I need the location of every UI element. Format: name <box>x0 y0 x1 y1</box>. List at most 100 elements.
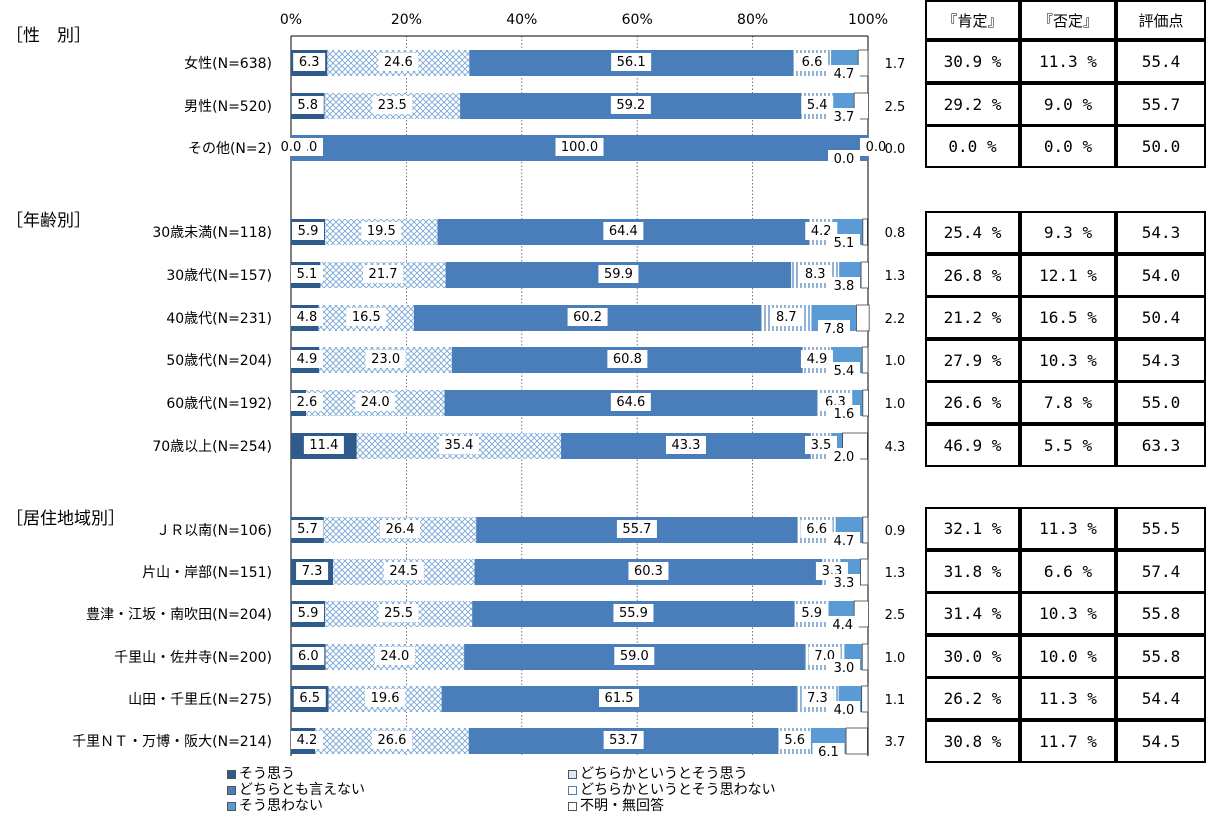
bar-segment <box>845 727 868 755</box>
section-header: ［年齢別］ <box>6 211 91 231</box>
data-label: 24.6 <box>384 55 413 70</box>
row-label: 40歳代(N=231) <box>166 311 272 327</box>
data-label-bg <box>438 436 479 454</box>
row-label: 千里ＮＴ・万博・阪大(N=214) <box>72 733 272 750</box>
kotei-cell: 26.6 % <box>925 381 1020 424</box>
row-label: 千里山・佐井寺(N=200) <box>114 650 272 666</box>
score-cell: 55.8 <box>1116 592 1206 635</box>
data-label-bg <box>628 562 669 580</box>
data-label: 6.0 <box>298 649 319 664</box>
data-label-bg <box>567 308 608 326</box>
data-label: 7.3 <box>807 691 828 706</box>
data-label: 59.0 <box>620 649 649 664</box>
kotei-cell: 26.8 % <box>925 253 1020 297</box>
data-label-fumei: 2.5 <box>885 608 906 623</box>
score-cell: 55.5 <box>1116 507 1206 550</box>
data-label-bg <box>291 520 324 538</box>
axis-tick-label: 40% <box>506 12 537 28</box>
data-label-bg <box>778 731 811 749</box>
axis-tick-label: 20% <box>391 12 422 28</box>
data-label-bg <box>292 222 325 240</box>
data-label: 3.3 <box>834 576 855 591</box>
data-label-bg <box>610 96 651 114</box>
table-header: 評価点 <box>1116 0 1206 40</box>
hitei-cell: 0.0 % <box>1020 125 1116 168</box>
data-label-bg <box>860 138 892 156</box>
data-label: 11.4 <box>309 438 338 453</box>
data-label-bg <box>292 604 325 622</box>
data-label: 2.6 <box>297 395 318 410</box>
row-label: 男性(N=520) <box>184 99 272 115</box>
data-label: 5.6 <box>784 733 805 748</box>
legend-left: そう思う どちらとも言えない そう思わない <box>227 766 365 814</box>
data-label: 6.5 <box>299 691 320 706</box>
score-cell: 55.4 <box>1116 40 1206 83</box>
legend-label: どちらかというとそう思わない <box>580 782 776 798</box>
data-label-bg <box>828 701 860 719</box>
hitei-cell: 11.3 % <box>1020 677 1116 720</box>
data-label: 4.7 <box>834 534 855 549</box>
bar-segment <box>860 261 869 289</box>
data-label-bg <box>378 53 419 71</box>
data-label: 7.8 <box>824 322 845 337</box>
data-label: 21.7 <box>369 267 398 282</box>
data-label-bg <box>665 436 706 454</box>
kotei-cell: 32.1 % <box>925 507 1020 550</box>
legend-item-dochiraka-sou: どちらかというとそう思う <box>568 766 776 782</box>
legend-item-fumei: 不明・無回答 <box>568 798 776 814</box>
data-label: 8.3 <box>805 267 826 282</box>
data-label-bg <box>603 222 644 240</box>
data-label: 5.1 <box>834 236 855 251</box>
data-label-fumei: 1.1 <box>885 693 906 708</box>
data-label: 55.9 <box>619 606 648 621</box>
data-label: 64.6 <box>616 395 645 410</box>
data-label-bg <box>611 53 652 71</box>
hitei-cell: 10.0 % <box>1020 634 1116 678</box>
data-label-bg <box>828 108 860 126</box>
axis-tick-label: 60% <box>622 12 653 28</box>
row-label: 片山・岸部(N=151) <box>142 565 272 581</box>
data-label: 4.4 <box>832 618 853 633</box>
data-label-bg <box>812 743 845 761</box>
data-label: 4.2 <box>811 224 832 239</box>
data-label-bg <box>378 604 419 622</box>
data-label: 60.8 <box>613 352 642 367</box>
data-label: 0.0 <box>281 140 302 155</box>
kotei-cell: 30.8 % <box>925 719 1020 763</box>
row-label: 女性(N=638) <box>184 55 272 72</box>
data-label: 53.7 <box>609 733 638 748</box>
data-label: 5.1 <box>297 267 318 282</box>
data-label-bg <box>363 265 404 283</box>
data-label: 19.6 <box>371 691 400 706</box>
data-label-bg <box>292 647 325 665</box>
kotei-cell: 30.9 % <box>925 40 1020 83</box>
hitei-cell: 9.0 % <box>1020 82 1116 126</box>
legend-label: どちらとも言えない <box>239 782 365 798</box>
bar-segment <box>857 49 869 77</box>
row-label: 60歳代(N=192) <box>166 396 272 412</box>
data-label-bg <box>291 308 323 326</box>
hitei-cell: 16.5 % <box>1020 296 1116 339</box>
legend-label: どちらかというとそう思う <box>580 766 748 782</box>
data-label-bg <box>365 689 406 707</box>
data-label: 64.4 <box>609 224 638 239</box>
data-label: 23.0 <box>371 352 400 367</box>
data-label-fumei: 1.3 <box>885 269 906 284</box>
data-label-fumei: 0.0 <box>885 142 906 157</box>
kotei-cell: 31.8 % <box>925 549 1020 593</box>
data-label-bg <box>828 277 860 295</box>
data-label-bg <box>826 616 859 634</box>
score-cell: 54.3 <box>1116 211 1206 254</box>
data-label-bg <box>607 350 648 368</box>
score-cell: 55.8 <box>1116 634 1206 678</box>
data-label: 5.9 <box>298 606 319 621</box>
data-label: 56.1 <box>617 55 646 70</box>
data-label: 43.3 <box>671 438 700 453</box>
data-label-bg <box>372 96 413 114</box>
data-label-bg <box>380 520 421 538</box>
data-label-bg <box>828 659 860 677</box>
data-label-bg <box>610 393 651 411</box>
data-label: 7.3 <box>302 564 323 579</box>
row-label: 30歳代(N=157) <box>166 268 272 284</box>
data-label-bg <box>799 265 832 283</box>
